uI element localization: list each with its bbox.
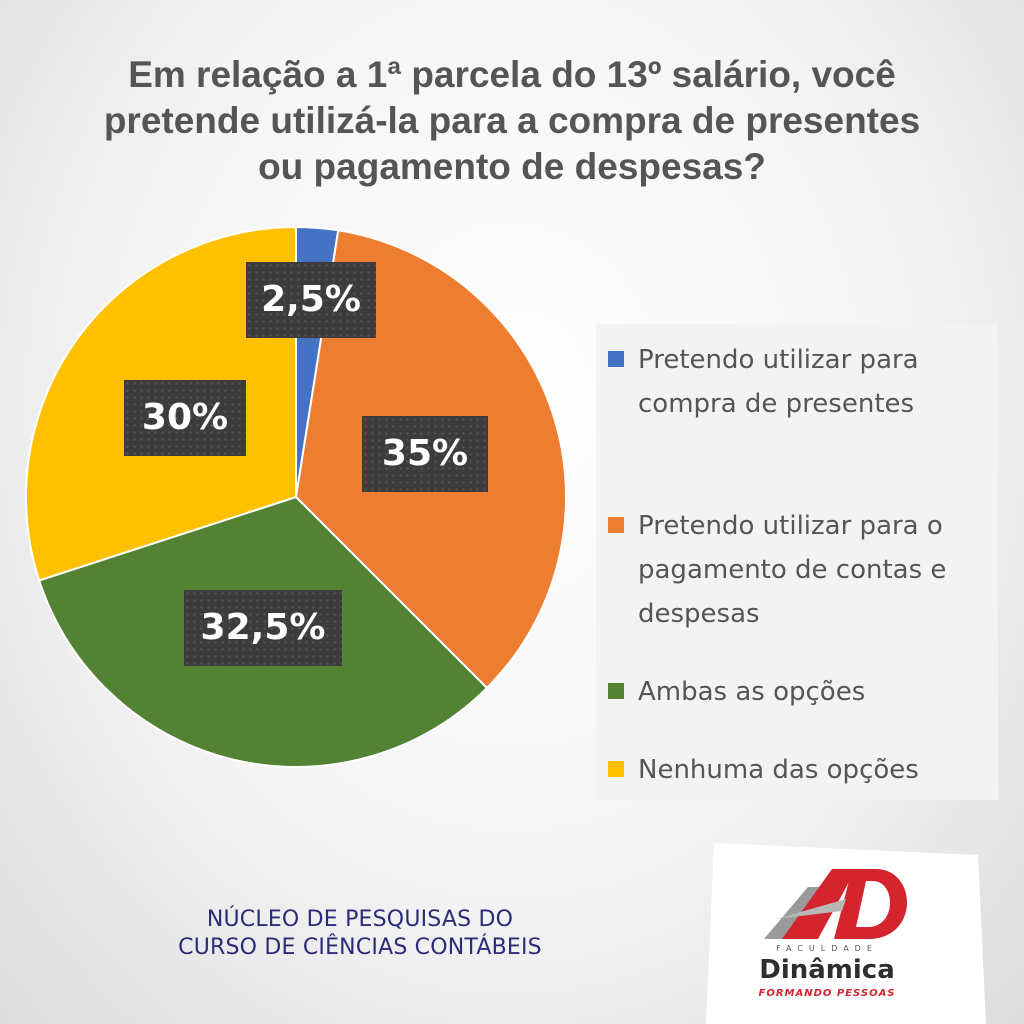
legend-label: Nenhuma das opções: [638, 748, 996, 792]
chart-legend: Pretendo utilizar para compra de present…: [596, 324, 998, 800]
logo-tagline: FORMANDO PESSOAS: [758, 988, 896, 999]
footer-line: NÚCLEO DE PESQUISAS DO: [206, 907, 514, 932]
chart-title-line: pretende utilizá-la para a compra de pre…: [103, 100, 921, 141]
footer-line: CURSO DE CIÊNCIAS CONTÁBEIS: [178, 935, 542, 960]
legend-label-line: Nenhuma das opções: [638, 755, 919, 785]
legend-label-line: compra de presentes: [638, 389, 915, 419]
legend-label: Pretendo utilizar para compra de present…: [638, 338, 996, 426]
legend-swatch: [608, 351, 624, 367]
legend-swatch: [608, 683, 624, 699]
footer-credit: NÚCLEO DE PESQUISAS DO CURSO DE CIÊNCIAS…: [100, 906, 620, 962]
data-label-nenhuma: 30%: [124, 380, 246, 456]
legend-label-line: Ambas as opções: [638, 677, 866, 707]
chart-title-line: Em relação a 1ª parcela do 13º salário, …: [128, 54, 896, 95]
logo-name: Dinâmica: [759, 955, 895, 985]
legend-label: Ambas as opções: [638, 670, 996, 714]
data-label-ambas: 32,5%: [184, 590, 342, 666]
legend-label-line: despesas: [638, 599, 760, 629]
legend-label-line: Pretendo utilizar para o: [638, 511, 943, 541]
data-label-presentes: 2,5%: [246, 262, 376, 338]
data-label-despesas: 35%: [362, 416, 488, 492]
legend-swatch: [608, 761, 624, 777]
legend-label: Pretendo utilizar para o pagamento de co…: [638, 504, 996, 636]
logo-card: [706, 843, 986, 1024]
legend-label-line: Pretendo utilizar para: [638, 345, 919, 375]
chart-title-line: ou pagamento de despesas?: [258, 146, 766, 187]
chart-title: Em relação a 1ª parcela do 13º salário, …: [40, 52, 984, 190]
legend-label-line: pagamento de contas e: [638, 555, 947, 585]
logo-small-text: FACULDADE: [776, 944, 878, 953]
faculdade-dinamica-logo-icon: [764, 869, 907, 939]
legend-swatch: [608, 517, 624, 533]
